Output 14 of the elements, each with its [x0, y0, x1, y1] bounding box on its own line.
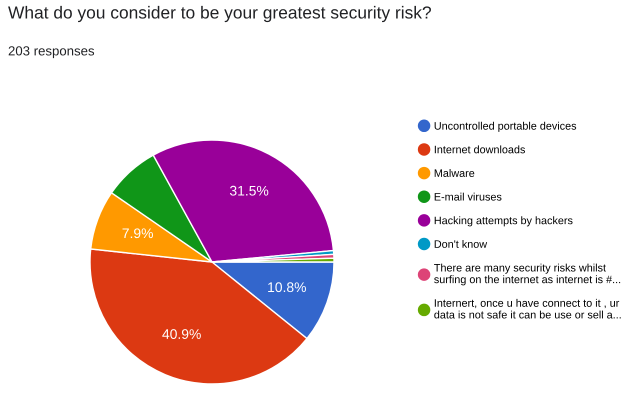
data-label: 7.9%: [122, 228, 153, 238]
legend-label: Malware: [434, 169, 474, 177]
legend-label: Internert, once u have connect to it , ur data is not safe it can be use or sell a...: [434, 298, 621, 319]
legend-label: There are many security risks whilst surfing on the internet as internet is #...: [434, 264, 620, 286]
data-label: 31.5%: [230, 186, 268, 196]
data-label: 10.8%: [268, 282, 306, 292]
legend-label: Uncontrolled portable devices: [434, 122, 576, 132]
legend-label: Internet downloads: [434, 145, 525, 154]
legend-label: E-mail viruses: [434, 192, 502, 201]
legend-label: Hacking attempts by hackers: [434, 216, 573, 226]
chart-title: What do you consider to be your greatest security risk?: [8, 6, 431, 22]
legend-label: Don't know: [434, 240, 488, 248]
data-label: 40.9%: [162, 329, 201, 339]
chart-subtitle: 203 responses: [8, 46, 94, 58]
